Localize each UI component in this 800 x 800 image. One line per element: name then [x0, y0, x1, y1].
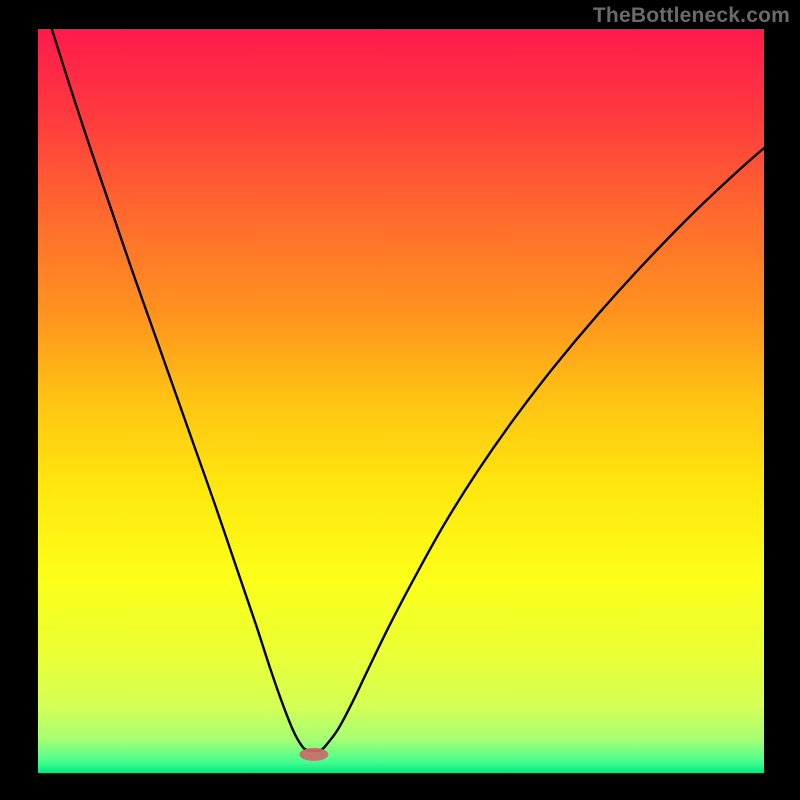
bottleneck-chart [0, 0, 800, 800]
watermark-text: TheBottleneck.com [593, 4, 790, 28]
min-marker [300, 748, 328, 760]
plot-area [38, 29, 764, 773]
